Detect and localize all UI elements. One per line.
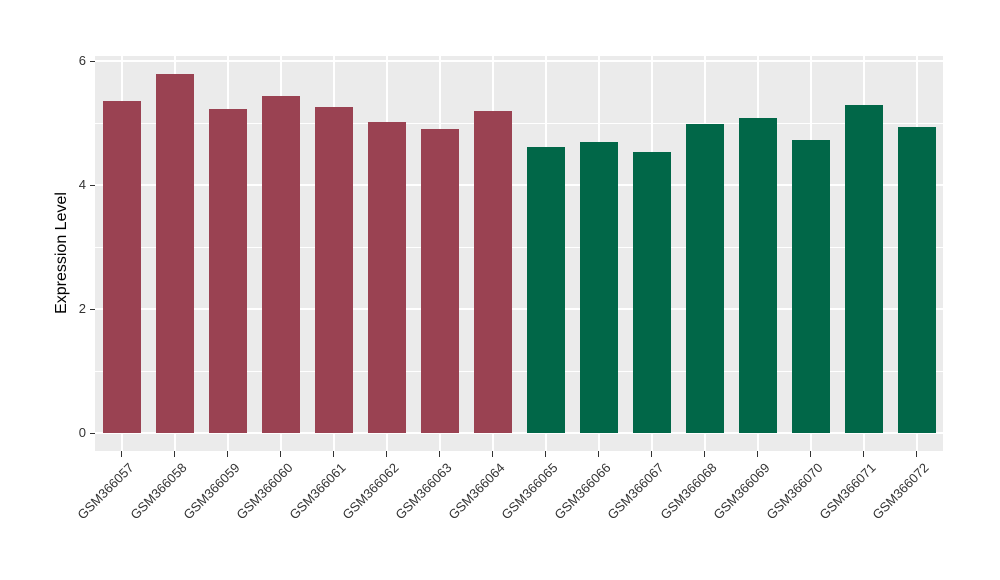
bar <box>473 110 512 433</box>
bar <box>314 106 353 433</box>
x-tick-label: GSM366070 <box>762 460 826 523</box>
y-tick-label: 2 <box>78 301 86 316</box>
gridline-major <box>95 432 943 434</box>
x-tick-label: GSM366068 <box>656 460 720 523</box>
x-tick-mark <box>121 451 122 457</box>
x-tick-mark <box>598 451 599 457</box>
bar <box>367 122 406 433</box>
bar <box>102 100 141 433</box>
x-tick-mark <box>386 451 387 457</box>
x-tick-label: GSM366058 <box>126 460 190 523</box>
gridline-minor <box>95 247 943 248</box>
x-tick-mark <box>174 451 175 457</box>
bar <box>791 139 830 433</box>
y-axis-title: Expression Level <box>53 192 70 314</box>
x-tick-mark <box>704 451 705 457</box>
x-tick-label: GSM366066 <box>550 460 614 523</box>
x-tick-mark <box>439 451 440 457</box>
x-tick-label: GSM366067 <box>603 460 667 523</box>
y-tick-label: 4 <box>78 177 86 192</box>
gridline-minor <box>95 371 943 372</box>
x-tick-label: GSM366062 <box>338 460 402 523</box>
y-tick-label: 6 <box>78 53 86 68</box>
x-tick-label: GSM366064 <box>444 460 508 523</box>
bar <box>208 108 247 433</box>
x-tick-label: GSM366060 <box>232 460 296 523</box>
y-tick-mark <box>90 308 95 310</box>
y-tick-mark <box>90 184 95 186</box>
x-tick-mark <box>757 451 758 457</box>
bar <box>738 118 777 433</box>
bar <box>155 74 194 433</box>
x-tick-label: GSM366065 <box>497 460 561 523</box>
gridline-major <box>95 308 943 310</box>
bar <box>897 126 936 433</box>
gridline-major <box>95 184 943 186</box>
gridline-minor <box>95 123 943 124</box>
x-tick-mark <box>545 451 546 457</box>
x-tick-label: GSM366072 <box>868 460 932 523</box>
x-tick-label: GSM366069 <box>709 460 773 523</box>
x-tick-mark <box>651 451 652 457</box>
x-tick-mark <box>227 451 228 457</box>
x-tick-mark <box>333 451 334 457</box>
y-tick-mark <box>90 432 95 434</box>
bar <box>579 142 618 433</box>
y-tick-label: 0 <box>78 425 86 440</box>
x-tick-mark <box>863 451 864 457</box>
x-tick-label: GSM366057 <box>73 460 137 523</box>
bar <box>632 152 671 433</box>
x-tick-mark <box>492 451 493 457</box>
x-tick-label: GSM366071 <box>815 460 879 523</box>
x-tick-label: GSM366061 <box>285 460 349 523</box>
bar <box>685 124 724 433</box>
x-tick-mark <box>916 451 917 457</box>
x-tick-mark <box>810 451 811 457</box>
plot-panel <box>95 56 943 451</box>
gridline-major <box>95 60 943 62</box>
x-tick-label: GSM366063 <box>391 460 455 523</box>
y-tick-mark <box>90 60 95 62</box>
bar <box>420 129 459 433</box>
bar <box>844 105 883 433</box>
bar <box>526 147 565 433</box>
x-tick-mark <box>280 451 281 457</box>
bar <box>261 95 300 433</box>
x-tick-label: GSM366059 <box>179 460 243 523</box>
